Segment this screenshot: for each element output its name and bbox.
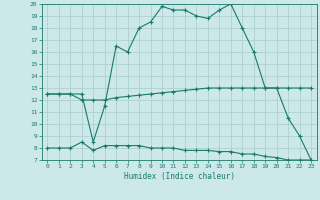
X-axis label: Humidex (Indice chaleur): Humidex (Indice chaleur) xyxy=(124,172,235,181)
